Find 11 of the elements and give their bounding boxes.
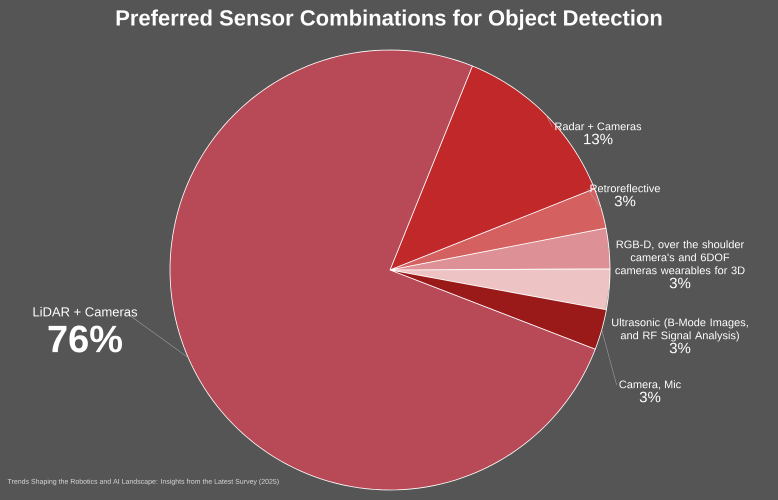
slice-label: LiDAR + Cameras [34, 306, 138, 316]
data-label: 3% [670, 278, 690, 288]
chart-title: Preferred Sensor Combinations for Object Detection [116, 10, 662, 30]
data-label: 3% [614, 196, 636, 206]
slice-label: Camera, Mic [619, 380, 681, 390]
slice-label: RGB-D, over the shoulder camera's and 6DOF cameras wearables for 3D [615, 240, 745, 274]
data-label: 13% [584, 134, 612, 144]
data-label: 3% [670, 342, 690, 354]
data-label: 3% [640, 392, 660, 402]
data-label: 76% [48, 326, 122, 352]
slice-label: Ultrasonic (B-Mode Images, and RF Signal Analysis) [612, 318, 748, 342]
